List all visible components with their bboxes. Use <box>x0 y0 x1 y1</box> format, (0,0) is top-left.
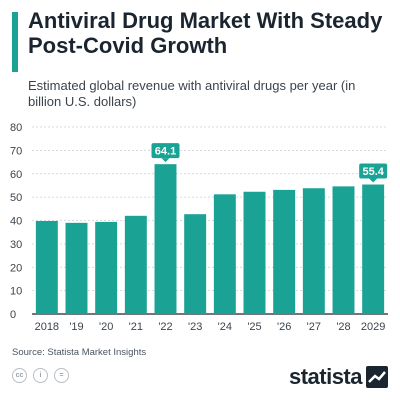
y-tick-label: 70 <box>10 145 22 157</box>
data-label-pointer <box>369 178 378 183</box>
y-tick-label: 40 <box>10 216 22 228</box>
x-tick-label: '26 <box>277 321 291 333</box>
bar <box>65 222 88 314</box>
x-tick-label: '25 <box>247 321 261 333</box>
bar <box>154 164 177 314</box>
data-label-box <box>151 143 180 159</box>
y-tick-label: 60 <box>10 169 22 181</box>
bar <box>362 184 385 314</box>
x-tick-label: 2029 <box>361 321 385 333</box>
bar <box>243 191 266 314</box>
title-accent-bar <box>12 12 18 72</box>
y-tick-label: 10 <box>10 286 22 298</box>
data-label-box <box>359 163 388 179</box>
x-tick-label: 2018 <box>35 321 59 333</box>
bar <box>332 186 355 314</box>
x-tick-label: '27 <box>307 321 321 333</box>
x-tick-label: '24 <box>218 321 232 333</box>
x-tick-label: '28 <box>336 321 350 333</box>
y-tick-label: 0 <box>10 309 16 321</box>
x-tick-label: '23 <box>188 321 202 333</box>
cc-icon[interactable]: cc <box>12 368 27 383</box>
bar <box>273 189 296 314</box>
statista-logo[interactable]: statista <box>289 364 388 390</box>
bar <box>213 194 236 314</box>
logo-mark-icon <box>366 366 388 388</box>
bar <box>184 214 207 314</box>
bar <box>302 188 325 314</box>
bar <box>124 215 147 314</box>
x-tick-label: '19 <box>69 321 83 333</box>
x-tick-label: '21 <box>129 321 143 333</box>
data-label-pointer <box>161 158 170 163</box>
bar <box>35 220 58 314</box>
bar <box>95 221 118 314</box>
x-tick-label: '22 <box>158 321 172 333</box>
y-tick-label: 20 <box>10 262 22 274</box>
y-tick-label: 50 <box>10 192 22 204</box>
y-tick-label: 80 <box>10 122 22 134</box>
no-derivatives-icon[interactable]: = <box>54 368 69 383</box>
attribution-icon[interactable]: i <box>33 368 48 383</box>
data-label: 64.1 <box>155 146 176 158</box>
data-label: 55.4 <box>362 166 384 178</box>
bar-chart: 0 10 20 30 40 50 60 70 80 2018 '19 '20 '21 '22 '23 '24 '… <box>10 122 388 333</box>
logo-text: statista <box>288 364 363 389</box>
x-tick-label: '20 <box>99 321 113 333</box>
chart-subtitle: Estimated global revenue with antiviral … <box>28 78 356 109</box>
y-tick-label: 30 <box>10 239 22 251</box>
license-icons: cc i = <box>12 368 69 383</box>
chart-title: Antiviral Drug Market With Steady Post-C… <box>28 8 383 58</box>
source-note: Source: Statista Market Insights <box>12 347 147 358</box>
